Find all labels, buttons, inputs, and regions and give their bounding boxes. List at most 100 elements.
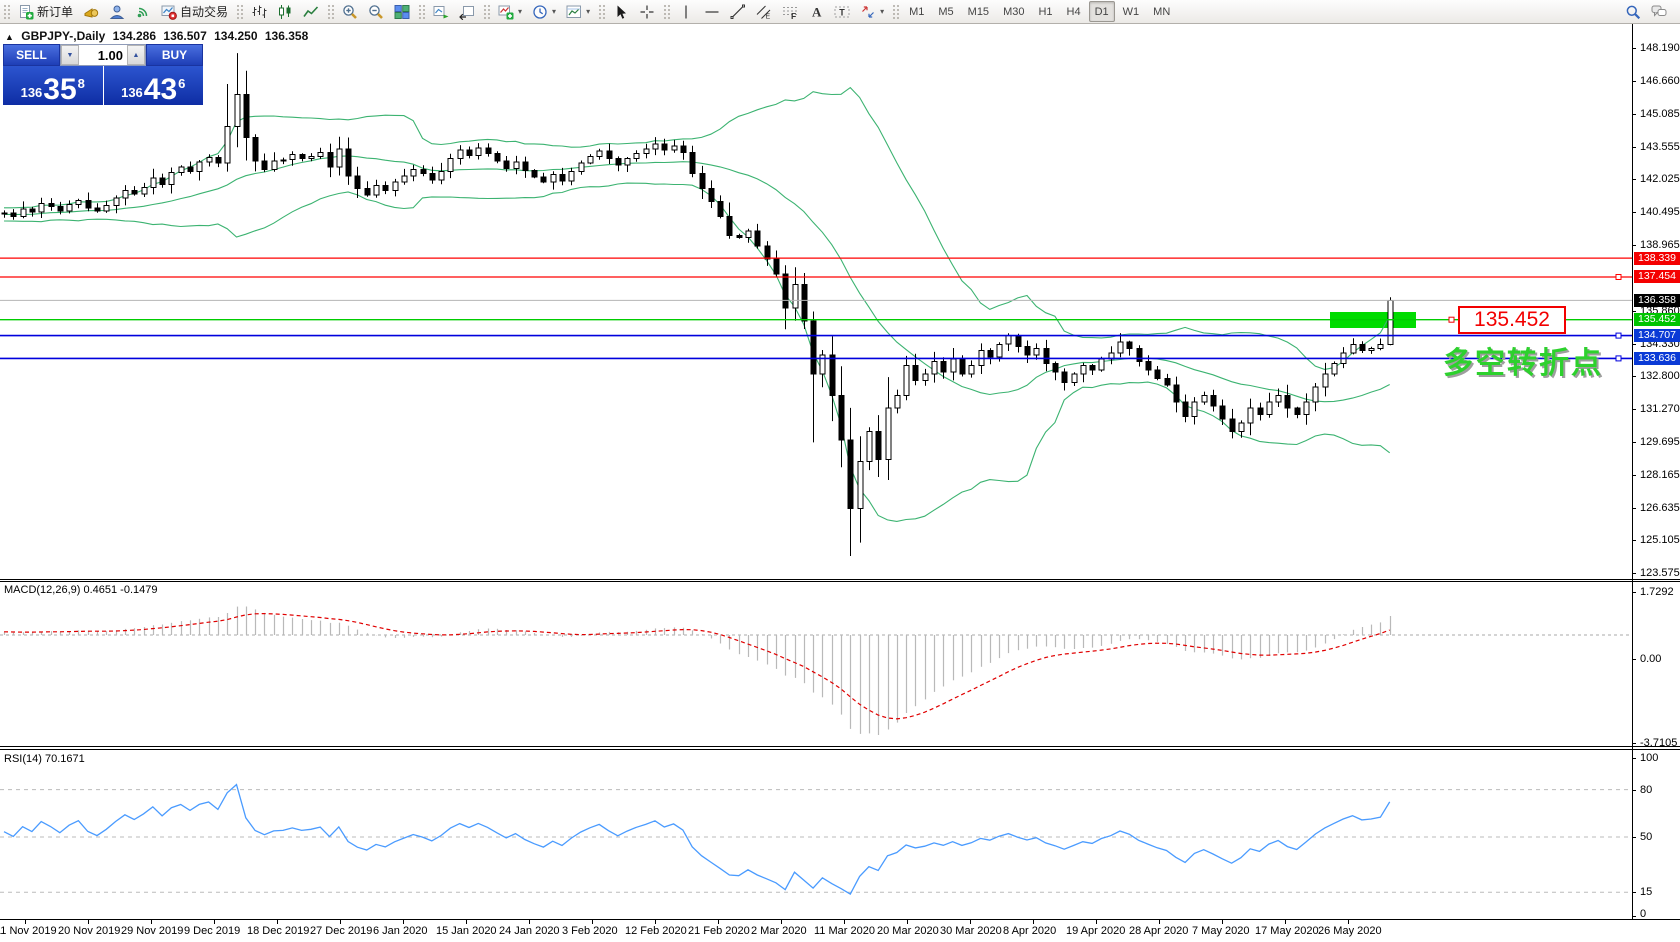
- bar-chart-button[interactable]: [247, 1, 271, 22]
- profile-button[interactable]: [105, 1, 129, 22]
- price-axis-label: 126.635: [1640, 501, 1680, 514]
- macd-axis-label: 1.7292: [1640, 586, 1674, 598]
- line-chart-button[interactable]: [299, 1, 323, 22]
- dropdown-arrow-icon[interactable]: ▾: [518, 7, 523, 16]
- time-axis-tick: [970, 920, 971, 924]
- volume-increase-button[interactable]: ▲: [127, 45, 145, 65]
- price-axis-tick: [1632, 179, 1636, 180]
- price-level-badge: 134.707: [1634, 329, 1680, 343]
- dropdown-arrow-icon[interactable]: ▾: [880, 7, 885, 16]
- time-axis-tick: [781, 920, 782, 924]
- price-axis-label: 143.555: [1640, 140, 1680, 153]
- tile-windows-button[interactable]: [390, 1, 414, 22]
- time-axis-label: 28 Apr 2020: [1129, 925, 1189, 937]
- text-button[interactable]: A: [804, 1, 828, 22]
- buy-price-display[interactable]: 136 43 6: [103, 66, 203, 105]
- ohlc-close: 136.358: [264, 29, 309, 43]
- zoom-in-button[interactable]: [338, 1, 362, 22]
- horizontal-line-button[interactable]: [700, 1, 724, 22]
- auto-scroll-button[interactable]: [429, 1, 453, 22]
- periods-button[interactable]: ▾: [528, 1, 560, 22]
- toolbar-grip[interactable]: [892, 3, 900, 20]
- indicators-button[interactable]: ▾: [494, 1, 526, 22]
- signals-button[interactable]: [131, 1, 155, 22]
- annotation-text[interactable]: 多空转折点: [1443, 347, 1603, 380]
- time-axis-label: 20 Nov 2019: [58, 925, 121, 937]
- toolbar-grip[interactable]: [598, 3, 606, 20]
- time-axis-label: 7 May 2020: [1192, 925, 1250, 937]
- price-axis-tick: [1632, 147, 1636, 148]
- timeframe-m1-button[interactable]: M1: [909, 5, 925, 18]
- macd-axis-tick: [1632, 743, 1636, 744]
- autotrading-button[interactable]: 自动交易: [157, 1, 232, 22]
- channel-button[interactable]: E: [752, 1, 776, 22]
- price-level-badge: 138.339: [1634, 251, 1680, 265]
- price-chart-canvas[interactable]: [0, 24, 1632, 579]
- vertical-line-button[interactable]: [674, 1, 698, 22]
- text-label-button[interactable]: T: [830, 1, 854, 22]
- dropdown-arrow-icon[interactable]: ▾: [552, 7, 557, 16]
- new-order-button-label: 新订单: [37, 5, 74, 19]
- time-axis-tick: [1096, 920, 1097, 924]
- time-axis-label: 17 May 2020: [1255, 925, 1319, 937]
- price-axis-tick: [1632, 442, 1636, 443]
- current-price-badge: 136.358: [1634, 293, 1680, 307]
- timeframe-m15-button[interactable]: M15: [967, 5, 990, 18]
- time-axis-border: [0, 919, 1680, 920]
- search-button[interactable]: [1621, 1, 1645, 22]
- toolbar-grip[interactable]: [327, 3, 335, 20]
- trendline-button[interactable]: [726, 1, 750, 22]
- timeframe-m5-button[interactable]: M5: [938, 5, 954, 18]
- toolbar-grip[interactable]: [418, 3, 426, 20]
- fibonacci-button[interactable]: F: [778, 1, 802, 22]
- toolbar-grip[interactable]: [663, 3, 671, 20]
- timeframe-h1-button[interactable]: H1: [1038, 5, 1053, 18]
- new-order-button[interactable]: 新订单: [14, 1, 77, 22]
- timeframe-w1-button[interactable]: W1: [1122, 5, 1140, 18]
- timeframe-m30-button[interactable]: M30: [1003, 5, 1025, 18]
- rsi-axis-label: 80: [1640, 783, 1653, 796]
- ohlc-low: 134.250: [214, 29, 258, 43]
- sell-button[interactable]: SELL: [3, 44, 60, 66]
- rsi-axis-label: 50: [1640, 831, 1653, 843]
- ohlc-open: 134.286: [112, 29, 157, 43]
- crosshair-button[interactable]: [635, 1, 659, 22]
- volume-decrease-button[interactable]: ▼: [61, 45, 79, 65]
- zoom-out-button[interactable]: [364, 1, 388, 22]
- dropdown-arrow-icon[interactable]: ▾: [586, 7, 591, 16]
- price-axis-label: 148.190: [1640, 42, 1680, 54]
- time-axis-label: 11 Mar 2020: [814, 925, 875, 937]
- sell-price-display[interactable]: 136 35 8: [3, 66, 103, 105]
- toolbar-grip[interactable]: [236, 3, 244, 20]
- ohlc-high: 136.507: [163, 29, 207, 43]
- panel-collapse-arrow[interactable]: ▲: [5, 32, 14, 42]
- chart-shift-button[interactable]: [455, 1, 479, 22]
- toolbar-grip[interactable]: [3, 3, 10, 20]
- macd-pane-canvas[interactable]: [0, 582, 1632, 746]
- cursor-button[interactable]: [609, 1, 633, 22]
- macd-axis-tick: [1632, 592, 1636, 593]
- rsi-axis-tick: [1632, 837, 1636, 838]
- toolbar-grip[interactable]: [483, 3, 491, 20]
- svg-text:F: F: [791, 11, 796, 20]
- rsi-axis-tick: [1632, 758, 1636, 759]
- rsi-pane-canvas[interactable]: [0, 750, 1632, 918]
- candlestick-chart-button[interactable]: [273, 1, 297, 22]
- timeframe-h4-button[interactable]: H4: [1066, 5, 1081, 18]
- price-axis-tick: [1632, 114, 1636, 115]
- timeframe-d1-button[interactable]: D1: [1088, 1, 1115, 22]
- templates-button[interactable]: ▾: [562, 1, 594, 22]
- timeframe-mn-button[interactable]: MN: [1153, 5, 1171, 18]
- chat-button[interactable]: [1647, 1, 1671, 22]
- pane-splitter-macd[interactable]: [0, 579, 1680, 580]
- market-watch-button[interactable]: [79, 1, 103, 22]
- price-callout-label[interactable]: 135.452: [1458, 305, 1566, 334]
- chart-window[interactable]: ▲ GBPJPY-,Daily 134.286 136.507 134.250 …: [0, 24, 1680, 942]
- toolbar-right: [1620, 1, 1680, 22]
- chart-title: GBPJPY-,Daily: [21, 29, 106, 43]
- buy-button[interactable]: BUY: [146, 44, 203, 66]
- arrows-button[interactable]: ▾: [856, 1, 888, 22]
- pane-splitter-rsi[interactable]: [0, 746, 1680, 747]
- volume-input[interactable]: [79, 45, 127, 65]
- time-axis-tick: [151, 920, 152, 924]
